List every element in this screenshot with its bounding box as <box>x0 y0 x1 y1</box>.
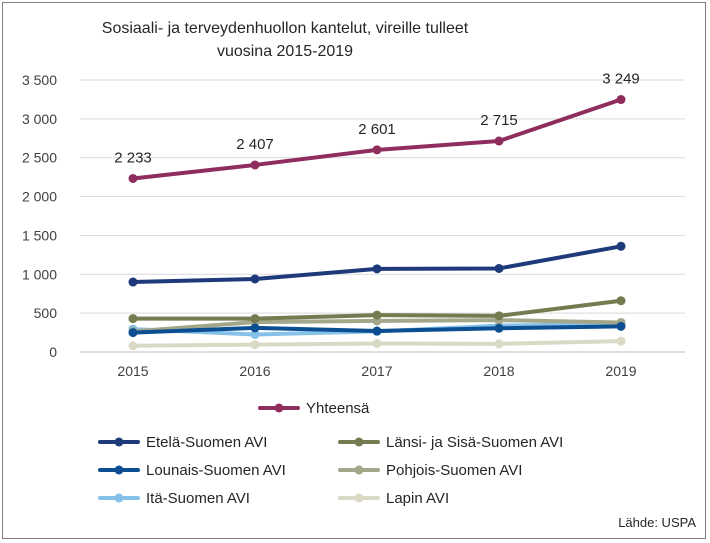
data-point <box>128 277 138 287</box>
data-point <box>128 328 138 338</box>
data-point <box>128 341 138 351</box>
x-tick-label: 2018 <box>483 363 514 379</box>
y-tick-label: 2 500 <box>22 150 57 166</box>
x-tick-label: 2019 <box>605 363 636 379</box>
data-point <box>250 314 260 324</box>
series-line <box>131 244 623 285</box>
y-axis: 0 500 1 000 1 500 2 000 2 500 3 000 3 500 <box>22 72 57 360</box>
y-tick-label: 500 <box>34 305 58 321</box>
data-point <box>616 321 626 331</box>
data-point <box>250 160 260 170</box>
legend-marker <box>114 465 124 475</box>
chart-title-line-1: Sosiaali- ja terveydenhuollon kantelut, … <box>101 20 469 37</box>
data-point <box>616 296 626 306</box>
chart-title-line-2: vuosina 2015-2019 <box>216 43 354 60</box>
gridlines <box>80 79 685 353</box>
data-point <box>616 95 626 105</box>
legend-item: Länsi- ja Sisä-Suomen AVI <box>338 434 563 451</box>
y-tick-label: 3 500 <box>22 72 57 88</box>
data-point <box>250 330 260 340</box>
x-tick-label: 2016 <box>239 363 270 379</box>
series-line <box>131 97 623 181</box>
data-point <box>128 173 138 183</box>
legend-label: Etelä-Suomen AVI <box>146 434 267 451</box>
data-label: 2 233 <box>114 149 152 166</box>
legend-item: Lounais-Suomen AVI <box>98 462 286 479</box>
legend-marker <box>114 493 124 503</box>
data-point <box>372 310 382 320</box>
x-tick-label: 2015 <box>117 363 148 379</box>
legend-label: Yhteensä <box>306 400 370 417</box>
data-point <box>616 241 626 251</box>
legend-marker <box>114 437 124 447</box>
data-label: 2 715 <box>480 112 518 129</box>
data-point <box>494 263 504 273</box>
x-axis: 2015 2016 2017 2018 2019 <box>117 363 636 379</box>
data-point <box>372 145 382 155</box>
legend-marker <box>354 437 364 447</box>
data-point <box>372 264 382 274</box>
legend-item: Yhteensä <box>258 400 370 417</box>
legend-item: Lapin AVI <box>338 490 449 507</box>
legend-marker <box>354 465 364 475</box>
data-point <box>494 311 504 321</box>
legend-item: Pohjois-Suomen AVI <box>338 462 522 479</box>
legend: Yhteensä Etelä-Suomen AVI Länsi- ja Sisä-S… <box>98 400 563 507</box>
source-note: Lähde: USPA <box>618 515 696 530</box>
y-tick-label: 1 000 <box>22 266 57 282</box>
data-point <box>494 323 504 333</box>
data-point <box>494 136 504 146</box>
data-label: 2 601 <box>358 121 396 138</box>
data-label: 2 407 <box>236 136 274 153</box>
y-tick-label: 0 <box>49 344 57 360</box>
series-lines <box>128 95 626 351</box>
data-point <box>128 314 138 324</box>
data-point <box>372 326 382 336</box>
x-tick-label: 2017 <box>361 363 392 379</box>
legend-label: Itä-Suomen AVI <box>146 490 250 507</box>
y-tick-label: 2 000 <box>22 189 57 205</box>
data-point <box>494 339 504 349</box>
legend-label: Lounais-Suomen AVI <box>146 462 286 479</box>
data-point <box>250 274 260 284</box>
legend-marker <box>354 493 364 503</box>
data-point <box>616 336 626 346</box>
data-point <box>250 340 260 350</box>
data-labels: 2 233 2 407 2 601 2 715 3 249 <box>114 71 640 167</box>
legend-marker <box>274 403 284 413</box>
y-tick-label: 1 500 <box>22 227 57 243</box>
y-tick-label: 3 000 <box>22 111 57 127</box>
legend-item: Etelä-Suomen AVI <box>98 434 267 451</box>
data-label: 3 249 <box>602 71 640 88</box>
legend-label: Länsi- ja Sisä-Suomen AVI <box>386 434 563 451</box>
data-point <box>372 338 382 348</box>
legend-item: Itä-Suomen AVI <box>98 490 250 507</box>
legend-label: Lapin AVI <box>386 490 449 507</box>
legend-label: Pohjois-Suomen AVI <box>386 462 522 479</box>
data-point <box>250 323 260 333</box>
